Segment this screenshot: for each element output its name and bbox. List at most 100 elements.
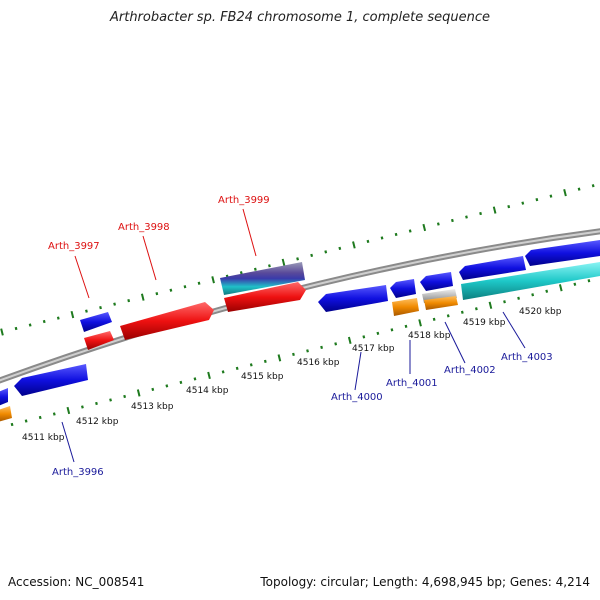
major-tick	[211, 276, 215, 284]
major-tick	[492, 206, 497, 214]
major-tick	[277, 354, 282, 362]
gene-label-arth-3999[interactable]: Arth_3999	[218, 195, 270, 206]
minor-tick	[390, 328, 394, 332]
minor-tick	[577, 187, 581, 191]
minor-tick	[165, 384, 169, 388]
minor-tick	[179, 380, 183, 385]
major-tick	[352, 241, 356, 249]
minor-tick	[503, 300, 506, 304]
accession-text: Accession: NC_008541	[8, 575, 145, 589]
minor-tick	[531, 293, 535, 297]
minor-tick	[451, 218, 454, 223]
major-tick	[136, 389, 141, 397]
minor-tick	[507, 204, 511, 209]
minor-tick	[545, 289, 549, 293]
gene-label-arth-3996[interactable]: Arth_3996	[52, 467, 104, 478]
kbp-label: 4515 kbp	[241, 372, 284, 382]
minor-tick	[408, 229, 412, 233]
minor-tick	[432, 317, 436, 321]
gene-label-arth-3997[interactable]: Arth_3997	[48, 241, 100, 252]
minor-tick	[38, 415, 42, 420]
minor-tick	[56, 316, 60, 320]
gene-feature-arth-4000[interactable]	[318, 285, 388, 312]
major-tick	[140, 293, 145, 301]
major-tick	[0, 328, 4, 336]
gene-feature-arth-4002[interactable]	[420, 272, 453, 291]
kbp-label: 4513 kbp	[131, 402, 174, 412]
major-tick	[422, 223, 427, 232]
minor-tick	[573, 282, 577, 286]
major-tick	[488, 301, 493, 309]
minor-tick	[334, 342, 338, 346]
minor-tick	[197, 281, 201, 285]
minor-tick	[169, 288, 173, 292]
gene-feature-arth-4003[interactable]	[459, 256, 526, 280]
gene-feature-orange-mid[interactable]	[392, 298, 419, 316]
minor-tick	[591, 184, 595, 188]
minor-tick	[14, 326, 18, 331]
gene-feature-red-small[interactable]	[84, 331, 114, 350]
gene-feature-arth-3999[interactable]	[220, 262, 305, 295]
minor-tick	[394, 232, 398, 237]
minor-tick	[52, 412, 56, 416]
minor-tick	[81, 405, 84, 409]
minor-tick	[28, 323, 32, 327]
gene-feature-blue-far-right[interactable]	[525, 240, 600, 266]
gene-label-arth-4000[interactable]: Arth_4000	[331, 392, 383, 403]
kbp-label: 4511 kbp	[22, 433, 65, 443]
minor-tick	[292, 352, 295, 357]
minor-tick	[521, 201, 525, 205]
gene-feature-arth-3998[interactable]	[120, 302, 214, 340]
minor-tick	[366, 239, 370, 244]
gene-feature-arth-3997[interactable]	[80, 312, 112, 332]
gene-feature-arth-4001[interactable]	[390, 279, 416, 298]
minor-tick	[253, 267, 257, 271]
minor-tick	[127, 299, 131, 303]
minor-tick	[151, 387, 155, 392]
minor-tick	[320, 345, 324, 349]
minor-tick	[479, 211, 482, 216]
minor-tick	[296, 257, 299, 261]
major-tick	[558, 284, 563, 292]
minor-tick	[549, 194, 553, 198]
gene-feature-orange-left[interactable]	[0, 406, 12, 422]
genome-summary: Topology: circular; Length: 4,698,945 bp…	[260, 575, 590, 589]
minor-tick	[95, 401, 98, 406]
label-connectors	[61, 208, 526, 463]
minor-tick	[404, 324, 408, 328]
kbp-label: 4518 kbp	[408, 331, 451, 341]
minor-tick	[446, 314, 450, 318]
minor-tick	[24, 419, 28, 423]
gene-feature-red-lower[interactable]	[224, 282, 306, 312]
minor-tick	[235, 366, 239, 371]
gene-label-arth-3998[interactable]: Arth_3998	[118, 222, 170, 233]
major-tick	[418, 319, 422, 327]
gene-labels: Arth_3997 Arth_3998 Arth_3999 Arth_3996 …	[48, 195, 553, 478]
minor-tick	[460, 310, 464, 314]
minor-tick	[99, 305, 102, 310]
minor-tick	[380, 236, 384, 240]
minor-tick	[85, 309, 88, 313]
minor-tick	[338, 246, 342, 251]
gene-feature-arth-3996[interactable]	[14, 364, 88, 396]
gene-feature-cyan[interactable]	[461, 262, 600, 300]
major-tick	[207, 371, 211, 380]
gene-feature-left-edge[interactable]	[0, 388, 8, 406]
gene-label-arth-4002[interactable]: Arth_4002	[444, 365, 496, 376]
minor-tick	[249, 363, 253, 367]
gene-label-arth-4001[interactable]: Arth_4001	[386, 378, 438, 389]
gene-label-arth-4003[interactable]: Arth_4003	[501, 352, 553, 363]
minor-tick	[362, 335, 366, 339]
minor-tick	[306, 349, 309, 353]
minor-tick	[10, 422, 14, 427]
kbp-label: 4517 kbp	[352, 344, 395, 354]
map-title: Arthrobacter sp. FB24 chromosome 1, comp…	[109, 10, 491, 25]
gene-features	[0, 240, 600, 422]
minor-tick	[113, 302, 117, 306]
minor-tick	[465, 215, 468, 219]
gene-feature-orange-right[interactable]	[424, 296, 458, 310]
kbp-scale-labels: 4511 kbp 4512 kbp 4513 kbp 4514 kbp 4515…	[22, 307, 562, 443]
minor-tick	[324, 250, 328, 254]
minor-tick	[193, 377, 197, 381]
